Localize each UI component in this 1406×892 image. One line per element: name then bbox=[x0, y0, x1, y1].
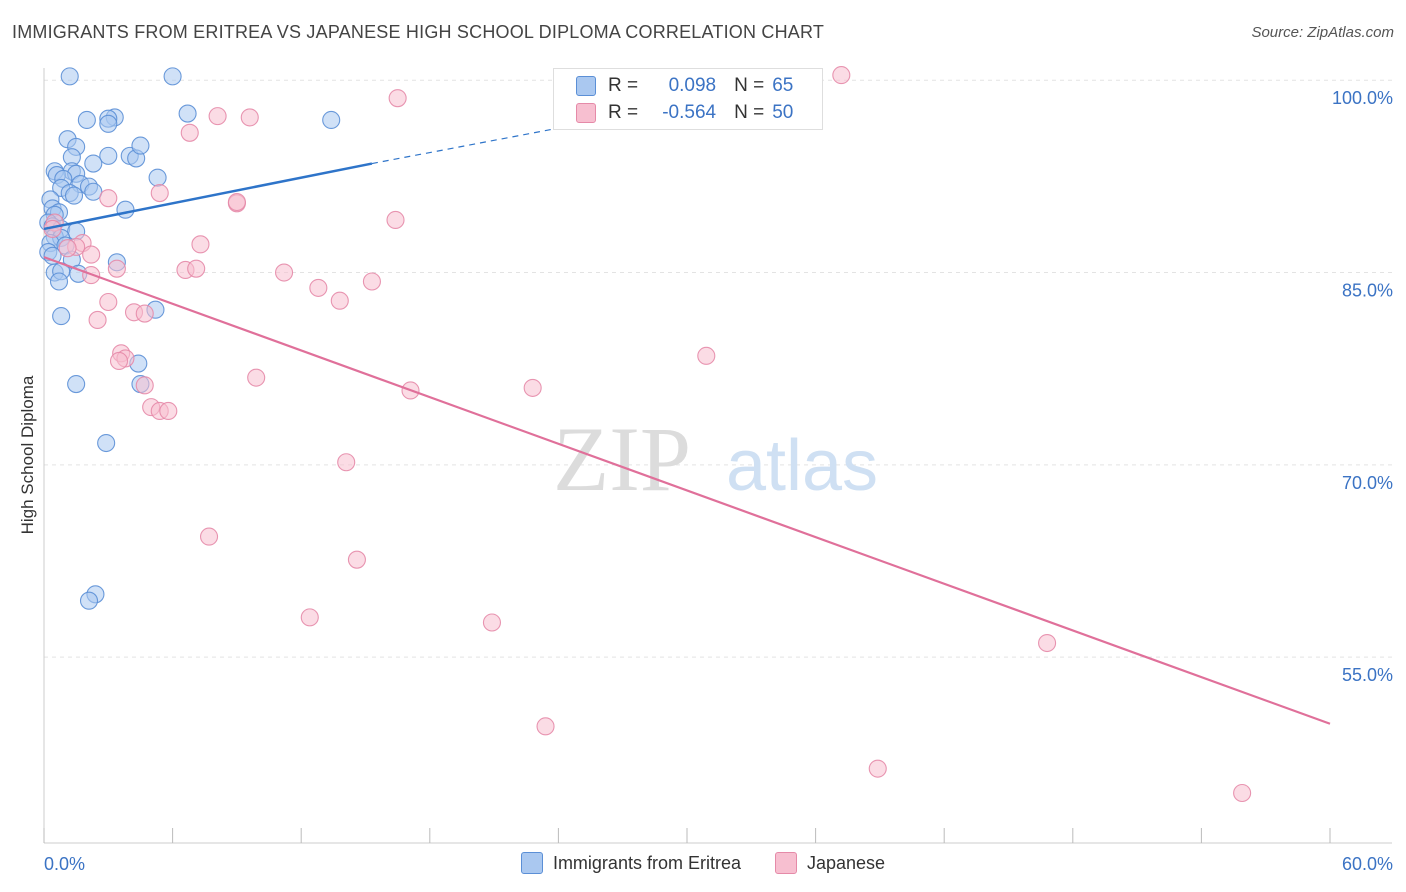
source-label: Source: ZipAtlas.com bbox=[1251, 24, 1394, 41]
n-value: 65 bbox=[772, 75, 794, 96]
point-eritrea bbox=[97, 433, 116, 453]
series-eritrea bbox=[39, 67, 341, 610]
point-japanese bbox=[150, 183, 169, 203]
trend-line-eritrea-extension bbox=[371, 119, 602, 165]
point-japanese bbox=[868, 759, 887, 778]
point-japanese bbox=[99, 292, 118, 312]
legend-item-eritrea[interactable]: Immigrants from Eritrea bbox=[520, 852, 741, 874]
point-japanese bbox=[482, 613, 502, 632]
point-japanese bbox=[275, 263, 294, 282]
point-eritrea bbox=[99, 114, 118, 133]
r-label: R = bbox=[608, 75, 639, 96]
point-eritrea bbox=[131, 136, 150, 155]
watermark: ZIP atlas bbox=[553, 408, 878, 510]
legend-swatch-japanese bbox=[774, 852, 797, 874]
point-japanese bbox=[523, 378, 542, 397]
point-eritrea bbox=[148, 168, 167, 187]
r-label: R = bbox=[608, 102, 639, 123]
point-japanese bbox=[337, 453, 356, 472]
point-japanese bbox=[832, 66, 851, 85]
point-japanese bbox=[227, 192, 246, 212]
x-tick-label: 0.0% bbox=[44, 854, 85, 874]
y-tick-label: 55.0% bbox=[1342, 665, 1393, 685]
r-value: 0.098 bbox=[668, 75, 717, 96]
point-japanese bbox=[99, 189, 118, 208]
point-eritrea bbox=[64, 186, 84, 205]
point-eritrea bbox=[60, 67, 79, 86]
point-eritrea bbox=[67, 375, 86, 394]
point-japanese bbox=[191, 235, 210, 254]
point-japanese bbox=[109, 351, 129, 371]
y-tick-label: 85.0% bbox=[1342, 281, 1393, 301]
legend-label-japanese: Japanese bbox=[806, 852, 886, 873]
point-japanese bbox=[58, 239, 77, 258]
n-value: 50 bbox=[772, 102, 794, 123]
point-eritrea bbox=[79, 591, 99, 610]
legend-label-eritrea: Immigrants from Eritrea bbox=[552, 852, 741, 873]
axes bbox=[43, 68, 1392, 844]
point-japanese bbox=[135, 376, 154, 395]
chart-title: IMMIGRANTS FROM ERITREA VS JAPANESE HIGH… bbox=[12, 22, 825, 42]
trend-lines bbox=[43, 119, 1331, 725]
point-japanese bbox=[300, 608, 319, 627]
point-eritrea bbox=[322, 110, 341, 130]
point-japanese bbox=[199, 527, 219, 546]
y-tick-label: 100.0% bbox=[1332, 88, 1393, 108]
point-japanese bbox=[362, 272, 381, 291]
point-eritrea bbox=[178, 104, 197, 123]
point-japanese bbox=[208, 107, 227, 126]
stats-swatch-japanese bbox=[576, 103, 596, 123]
point-japanese bbox=[159, 401, 178, 421]
point-japanese bbox=[107, 259, 126, 278]
stats-row-japanese: R = -0.564 N = 50 bbox=[576, 100, 793, 126]
n-label: N = bbox=[734, 102, 765, 123]
point-eritrea bbox=[49, 272, 69, 291]
point-japanese bbox=[88, 310, 107, 330]
point-eritrea bbox=[77, 110, 96, 130]
point-japanese bbox=[1038, 633, 1057, 653]
point-japanese bbox=[135, 304, 154, 323]
point-japanese bbox=[247, 368, 266, 387]
point-japanese bbox=[187, 259, 206, 278]
point-japanese bbox=[536, 717, 555, 736]
trend-line-japanese bbox=[43, 256, 1331, 725]
point-japanese bbox=[697, 346, 716, 365]
point-eritrea bbox=[116, 200, 135, 219]
legend-swatch-eritrea bbox=[520, 852, 543, 874]
point-japanese bbox=[330, 291, 349, 310]
watermark-atlas: atlas bbox=[726, 426, 878, 506]
r-value: -0.564 bbox=[662, 102, 717, 123]
legend: Immigrants from Eritrea Japanese bbox=[0, 852, 1406, 874]
point-japanese bbox=[1233, 783, 1252, 803]
stats-row-eritrea: R = 0.098 N = 65 bbox=[576, 73, 793, 99]
y-tick-label: 70.0% bbox=[1342, 473, 1393, 493]
stats-swatch-eritrea bbox=[576, 76, 596, 96]
trend-line-eritrea bbox=[43, 162, 373, 231]
tick-labels: 100.0% 85.0% 70.0% 55.0% 0.0% 60.0% bbox=[44, 88, 1393, 874]
stats-box: R = 0.098 N = 65 R = -0.564 N = 50 bbox=[553, 68, 823, 130]
point-japanese bbox=[309, 278, 328, 297]
x-tick-label: 60.0% bbox=[1342, 854, 1393, 874]
watermark-zip: ZIP bbox=[553, 408, 691, 510]
legend-item-japanese[interactable]: Japanese bbox=[774, 852, 886, 874]
point-japanese bbox=[347, 550, 366, 569]
n-label: N = bbox=[734, 75, 765, 96]
point-eritrea bbox=[84, 154, 103, 173]
point-japanese bbox=[386, 210, 405, 230]
point-japanese bbox=[240, 108, 259, 127]
point-eritrea bbox=[163, 67, 182, 86]
gridlines bbox=[44, 79, 1392, 658]
point-japanese bbox=[388, 89, 407, 108]
point-japanese bbox=[180, 123, 199, 142]
point-eritrea bbox=[99, 146, 118, 165]
point-eritrea bbox=[52, 307, 71, 326]
point-japanese bbox=[82, 245, 101, 264]
point-eritrea bbox=[84, 182, 103, 201]
